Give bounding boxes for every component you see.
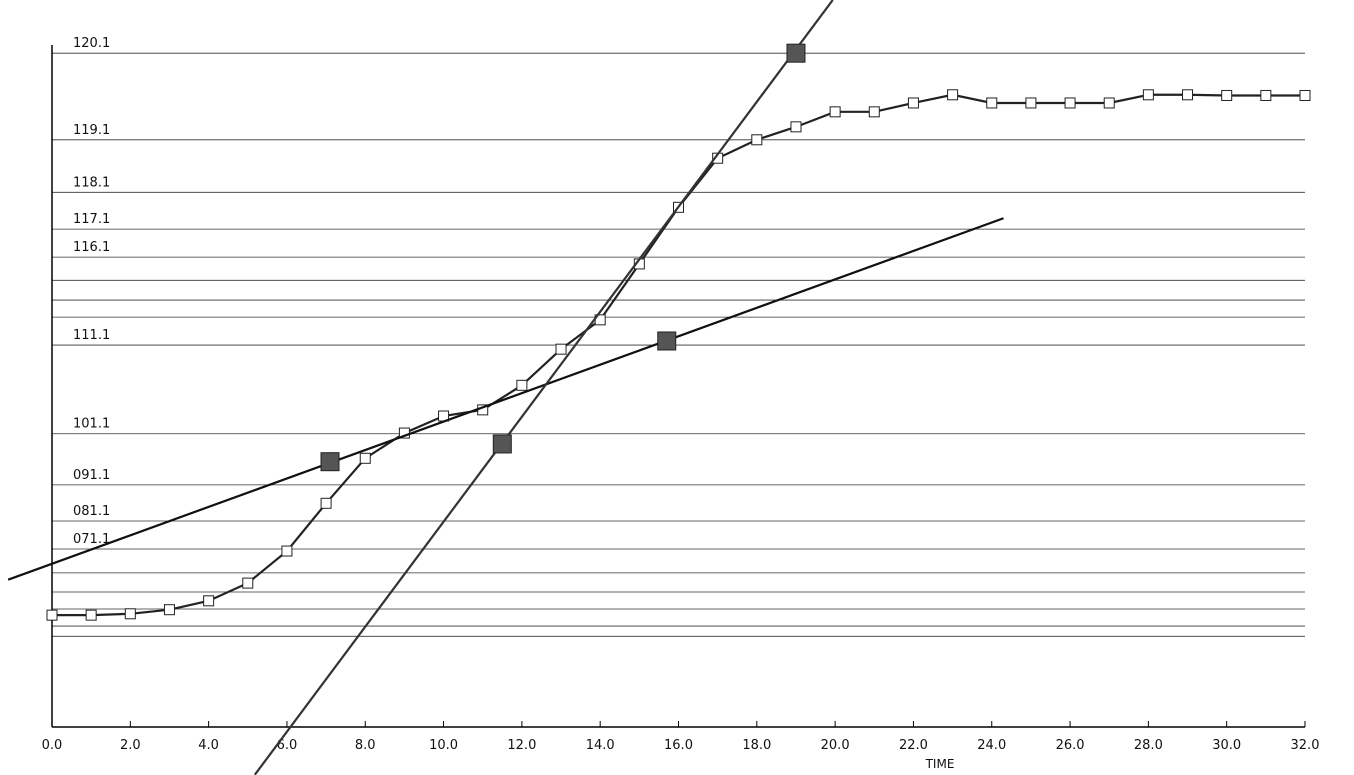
point-marker xyxy=(1103,97,1115,109)
x-axis-label: TIME xyxy=(925,757,955,771)
point-marker xyxy=(1299,89,1311,101)
x-tick-label: 6.0 xyxy=(277,738,298,753)
x-tick-label: 22.0 xyxy=(899,738,928,753)
point-marker xyxy=(320,452,340,472)
point-marker xyxy=(492,434,512,454)
point-marker xyxy=(1221,89,1233,101)
y-tick-label: 081.1 xyxy=(73,504,110,519)
point-marker xyxy=(124,608,136,620)
point-marker xyxy=(986,97,998,109)
point-marker xyxy=(1260,89,1272,101)
data-line xyxy=(52,93,1305,617)
point-marker xyxy=(1025,97,1037,109)
x-tick-label: 14.0 xyxy=(586,738,615,753)
point-marker xyxy=(203,595,215,607)
point-marker xyxy=(163,604,175,616)
y-tick-label: 111.1 xyxy=(73,328,110,343)
point-marker xyxy=(85,609,97,621)
x-tick-label: 0.0 xyxy=(42,738,63,753)
y-tick-label: 117.1 xyxy=(73,212,110,227)
x-tick-label: 30.0 xyxy=(1212,738,1241,753)
y-tick-label: 118.1 xyxy=(73,175,110,190)
y-tick-label: 120.1 xyxy=(73,36,110,51)
x-tick-label: 18.0 xyxy=(742,738,771,753)
point-marker xyxy=(868,106,880,118)
y-tick-label: 091.1 xyxy=(73,468,110,483)
x-tick-label: 26.0 xyxy=(1056,738,1085,753)
point-marker xyxy=(657,331,677,351)
x-tick-label: 12.0 xyxy=(507,738,536,753)
point-marker xyxy=(907,97,919,109)
y-tick-label: 119.1 xyxy=(73,123,110,138)
point-marker xyxy=(555,343,567,355)
point-marker xyxy=(786,43,806,63)
data-line xyxy=(7,217,1004,581)
data-line xyxy=(253,0,834,775)
point-marker xyxy=(359,452,371,464)
y-tick-label: 071.1 xyxy=(73,532,110,547)
x-tick-label: 24.0 xyxy=(977,738,1006,753)
x-tick-label: 4.0 xyxy=(198,738,219,753)
point-marker xyxy=(1182,89,1194,101)
point-marker xyxy=(281,545,293,557)
x-tick-label: 10.0 xyxy=(429,738,458,753)
y-tick-label: 116.1 xyxy=(73,240,110,255)
x-tick-label: 28.0 xyxy=(1134,738,1163,753)
point-marker xyxy=(242,577,254,589)
point-marker xyxy=(1142,89,1154,101)
y-tick-label: 101.1 xyxy=(73,417,110,432)
x-tick-label: 32.0 xyxy=(1291,738,1320,753)
point-marker xyxy=(516,379,528,391)
point-marker xyxy=(46,609,58,621)
point-marker xyxy=(790,121,802,133)
point-marker xyxy=(751,134,763,146)
point-marker xyxy=(1064,97,1076,109)
point-marker xyxy=(320,497,332,509)
x-tick-label: 8.0 xyxy=(355,738,376,753)
point-marker xyxy=(947,89,959,101)
x-tick-label: 2.0 xyxy=(120,738,141,753)
x-tick-label: 16.0 xyxy=(664,738,693,753)
point-marker xyxy=(829,106,841,118)
x-tick-label: 20.0 xyxy=(821,738,850,753)
